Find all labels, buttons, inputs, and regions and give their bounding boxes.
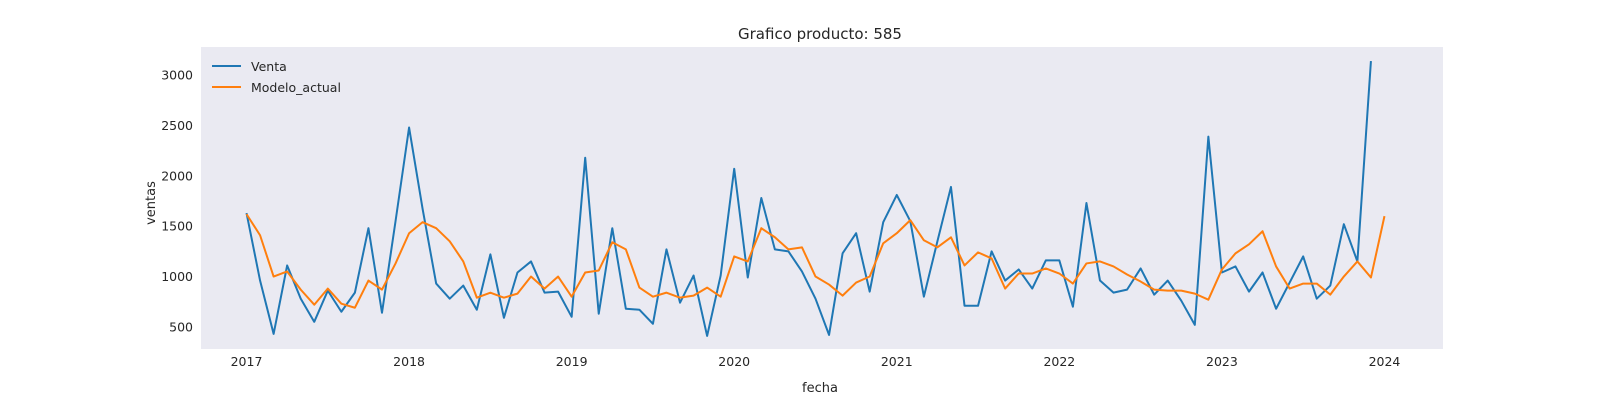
y-tick-label: 1000 <box>161 269 193 284</box>
chart-title: Grafico producto: 585 <box>738 25 902 43</box>
x-tick-label: 2023 <box>1206 354 1238 369</box>
y-tick-label: 2000 <box>161 168 193 183</box>
series-line-modelo-actual <box>245 213 1386 309</box>
series-layer <box>245 61 1386 337</box>
y-tick-label: 500 <box>169 319 193 334</box>
legend-label-venta: Venta <box>251 59 287 74</box>
y-axis-label: ventas <box>144 181 159 225</box>
y-axis: 500 1000 1500 2000 2500 3000 <box>161 68 193 335</box>
x-tick-label: 2018 <box>393 354 425 369</box>
x-tick-label: 2017 <box>231 354 263 369</box>
y-tick-label: 3000 <box>161 68 193 83</box>
x-tick-label: 2021 <box>881 354 913 369</box>
x-axis: 2017 2018 2019 2020 2021 2022 2023 2024 <box>231 354 1401 369</box>
x-tick-label: 2022 <box>1043 354 1075 369</box>
y-tick-label: 1500 <box>161 219 193 234</box>
plot-area <box>201 47 1443 349</box>
legend-label-modelo-actual: Modelo_actual <box>251 80 341 95</box>
x-tick-label: 2020 <box>718 354 750 369</box>
y-tick-label: 2500 <box>161 118 193 133</box>
x-axis-label: fecha <box>802 381 838 396</box>
legend: Venta Modelo_actual <box>212 59 341 95</box>
x-tick-label: 2024 <box>1369 354 1401 369</box>
x-tick-label: 2019 <box>556 354 588 369</box>
series-line-venta <box>245 61 1372 337</box>
